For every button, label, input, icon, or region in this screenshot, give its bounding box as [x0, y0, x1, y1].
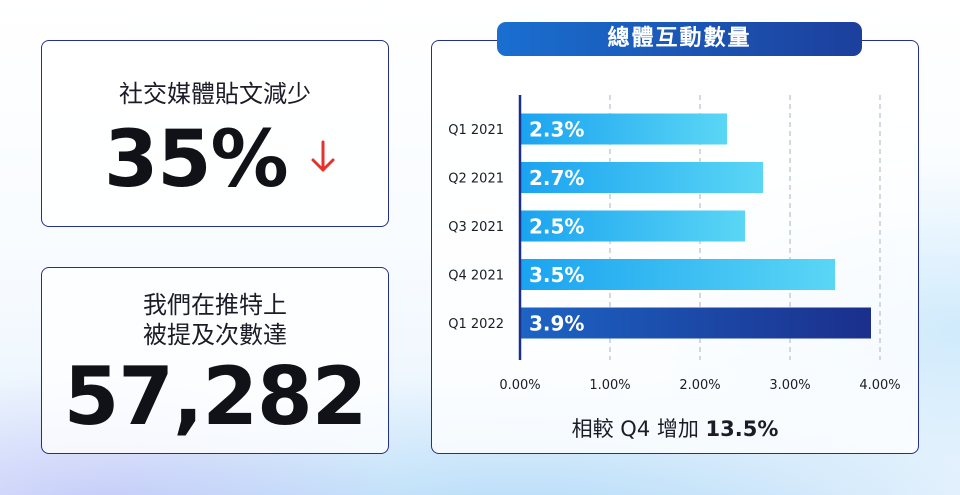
footnote-prefix: 相較 Q4 增加: [571, 417, 706, 441]
bar: [520, 259, 835, 290]
bar: [520, 162, 763, 193]
bar-value-label: 3.5%: [529, 263, 584, 287]
x-tick-label: 4.00%: [859, 378, 900, 393]
chart-title: 總體互動數量: [497, 22, 862, 56]
category-label: Q4 2021: [448, 269, 504, 284]
posts-decrease-value: 35%: [104, 115, 289, 205]
engagement-bar-chart: 0.00% 1.00% 2.00% 3.00% 4.00% 2.3% Q1 2021 2.7%…: [448, 95, 901, 393]
bar: [520, 307, 871, 339]
x-tick-label: 3.00%: [769, 378, 810, 393]
posts-decrease-card: 社交媒體貼文減少 35%: [41, 40, 389, 227]
footnote-value: 13.5%: [705, 417, 779, 441]
x-tick-label: 0.00%: [499, 378, 540, 393]
bar-value-label: 2.5%: [529, 215, 584, 239]
bar: [520, 113, 727, 145]
x-tick-label: 1.00%: [589, 378, 630, 393]
bar-value-label: 2.7%: [529, 166, 584, 190]
bar: [520, 210, 745, 242]
category-label: Q2 2021: [448, 172, 504, 187]
twitter-mentions-value: 57,282: [63, 350, 368, 443]
arrow-down-icon: [311, 140, 335, 172]
posts-decrease-label: 社交媒體貼文減少: [119, 80, 311, 108]
chart-footnote: 相較 Q4 增加 13.5%: [431, 413, 919, 443]
twitter-mentions-label-line2: 被提及次數達: [143, 321, 287, 349]
twitter-mentions-label-line1: 我們在推特上: [143, 291, 287, 319]
engagement-chart-card: [431, 40, 919, 454]
category-label: Q3 2021: [448, 220, 504, 235]
bar-value-label: 2.3%: [529, 118, 584, 142]
twitter-mentions-card: 我們在推特上 被提及次數達 57,282: [41, 267, 389, 454]
x-tick-label: 2.00%: [679, 378, 720, 393]
bar-value-label: 3.9%: [529, 312, 584, 336]
category-label: Q1 2021: [448, 123, 504, 138]
category-label: Q1 2022: [448, 317, 504, 332]
twitter-mentions-label: 我們在推特上 被提及次數達: [42, 290, 388, 350]
